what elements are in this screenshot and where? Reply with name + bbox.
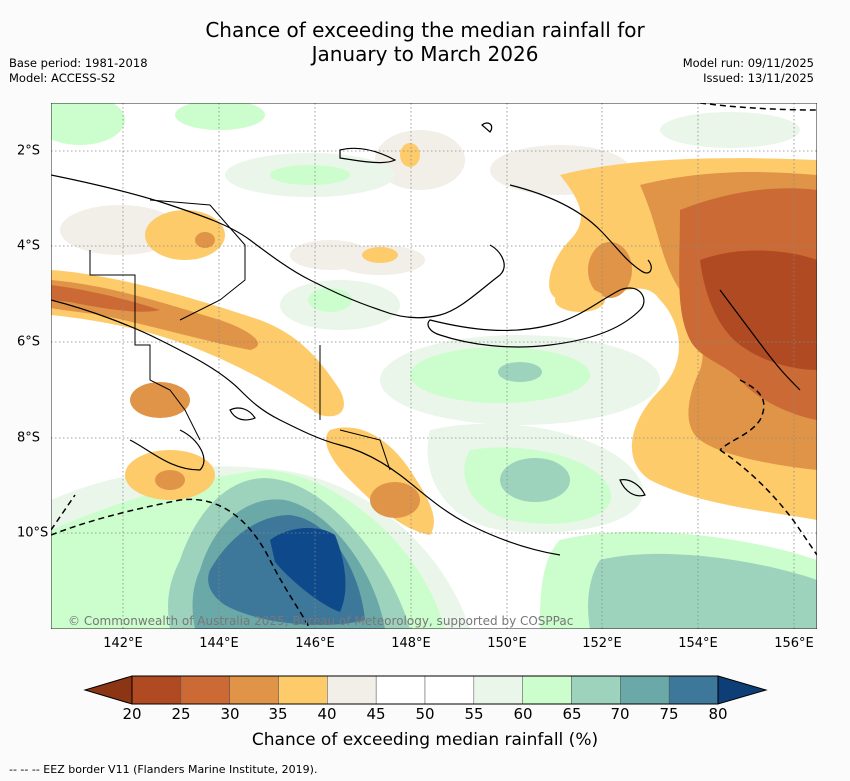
- colorbar-tick: 65: [562, 705, 582, 723]
- lon-label-146: 146°E: [295, 636, 335, 651]
- lon-label-148: 148°E: [391, 636, 431, 651]
- colorbar-tick: 25: [171, 705, 191, 723]
- borders: [89, 199, 391, 471]
- map-title-line1: Chance of exceeding the median rainfall …: [205, 18, 645, 42]
- model-info: Base period: 1981-2018 Model: ACCESS-S2: [9, 56, 148, 86]
- lon-label-154: 154°E: [678, 636, 718, 651]
- colorbar-segment: [473, 675, 523, 705]
- colorbar: [83, 675, 768, 705]
- run-info: Model run: 09/11/2025 Issued: 13/11/2025: [683, 56, 814, 86]
- lat-label-4s: 4°S: [17, 238, 41, 254]
- probability-55-65-patches: [51, 103, 817, 629]
- model-label: Model: ACCESS-S2: [9, 71, 116, 85]
- lon-label-156: 156°E: [774, 636, 814, 651]
- lat-label-8s: 8°S: [17, 430, 41, 446]
- colorbar-high-extend: [717, 675, 768, 705]
- colorbar-tick: 35: [268, 705, 288, 723]
- colorbar-segment: [620, 675, 670, 705]
- lon-label-144: 144°E: [199, 636, 239, 651]
- colorbar-tick: 40: [317, 705, 337, 723]
- lat-label-2s: 2°S: [17, 143, 41, 159]
- colorbar-segment: [327, 675, 377, 705]
- colorbar-low-extend: [83, 675, 133, 705]
- colorbar-segment: [131, 675, 182, 705]
- colorbar-segment: [522, 675, 572, 705]
- colorbar-segment: [278, 675, 328, 705]
- colorbar-segment: [375, 675, 426, 705]
- colorbar-tick: 70: [610, 705, 630, 723]
- model-run-label: Model run: 09/11/2025: [682, 56, 814, 70]
- map-title-line2: January to March 2026: [311, 42, 539, 66]
- colorbar-title: Chance of exceeding median rainfall (%): [251, 730, 599, 750]
- colorbar-tick: 50: [415, 705, 435, 723]
- eez-borders: [51, 103, 817, 629]
- colorbar-tick: 55: [464, 705, 484, 723]
- eez-footnote: -- -- -- EEZ border V11 (Flanders Marine…: [9, 763, 318, 776]
- lon-label-142: 142°E: [103, 636, 143, 651]
- colorbar-segment: [668, 675, 719, 705]
- colorbar-tick: 30: [220, 705, 240, 723]
- base-period-label: Base period: 1981-2018: [9, 56, 148, 70]
- map-panel: [51, 103, 817, 629]
- probability-40-45-patches: [60, 130, 630, 275]
- colorbar-tick: 75: [659, 705, 679, 723]
- issued-label: Issued: 13/11/2025: [703, 71, 814, 85]
- coastlines: [51, 122, 801, 556]
- map-title: Chance of exceeding the median rainfall …: [0, 18, 850, 66]
- lat-label-10s: 10°S: [17, 525, 49, 541]
- colorbar-tick: 20: [122, 705, 142, 723]
- colorbar-segment: [229, 675, 279, 705]
- colorbar-tick: 80: [708, 705, 728, 723]
- colorbar-tick: 60: [513, 705, 533, 723]
- colorbar-segment: [424, 675, 475, 705]
- probability-60-80-wet-region: [51, 466, 470, 629]
- colorbar-segment: [180, 675, 230, 705]
- colorbar-outline: [131, 675, 719, 705]
- lon-label-152: 152°E: [582, 636, 622, 651]
- lat-label-6s: 6°S: [17, 334, 41, 350]
- copyright-notice: © Commonwealth of Australia 2025, Bureau…: [68, 614, 574, 628]
- colorbar-segment: [571, 675, 621, 705]
- lon-label-150: 150°E: [487, 636, 527, 651]
- colorbar-tick: 45: [366, 705, 386, 723]
